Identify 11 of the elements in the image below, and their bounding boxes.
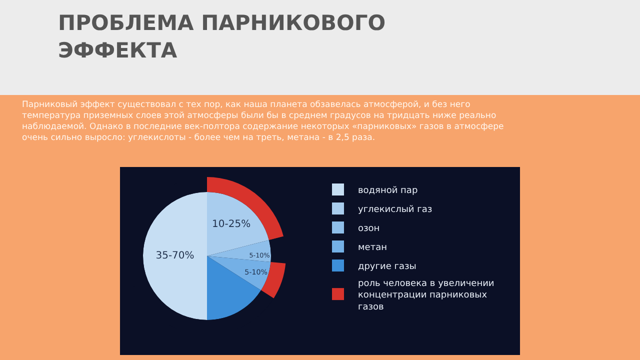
legend-label: роль человека в увеличении концентрации парниковых газов	[358, 278, 494, 312]
legend-label: озон	[358, 224, 380, 234]
text: 35-70%	[156, 250, 194, 262]
text: 10-25%	[212, 219, 251, 230]
legend-label: углекислый газ	[358, 205, 432, 216]
chart-subtitle: Парниковый эффект существовал с тех пор, как наша планета обзавелась атмосферой, и без него температура приземных слоев этой атмосферы были бы в среднем градусов на тридцать ниже реально наблюдаемой. Однако в последние век-полтора содержание некоторых «парниковых» газов в атмосфере очень сильно выросло: углекислоты - более чем на треть, метана - в 2,5 раза.	[22, 100, 504, 144]
text: 5-10%	[244, 268, 268, 277]
chart-title: ПРОБЛЕМА ПАРНИКОВОГО ЭФФЕКТА	[58, 11, 386, 62]
legend-label: другие газы	[358, 262, 416, 272]
legend-label: водяной пар	[358, 186, 418, 196]
legend-label: метан	[358, 243, 388, 254]
